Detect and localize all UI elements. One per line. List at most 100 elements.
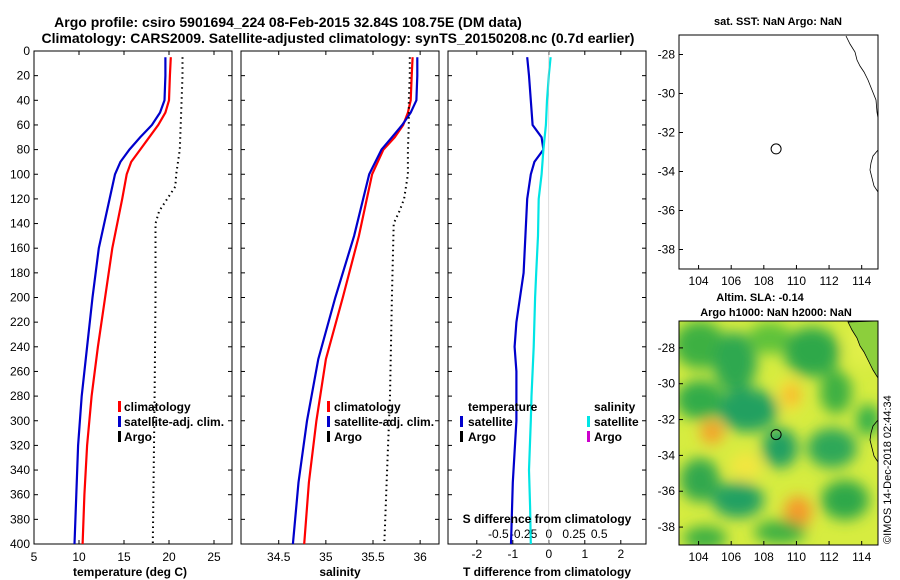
salinity-xlabel: salinity <box>319 565 361 579</box>
x-tick-label: 10 <box>72 550 86 564</box>
salinity-panel: 34.5 35 35.5 36 salinity climatology satell… <box>240 50 440 579</box>
legend-label-climatology: climatology <box>334 400 401 414</box>
legend-swatch-satellite <box>327 416 330 427</box>
legend-header-salinity: salinity <box>594 400 636 414</box>
salinity-legend: climatology satellite-adj. clim. Argo <box>327 400 434 444</box>
legend-label-s-satellite: satellite <box>594 415 639 429</box>
lon-tick-label: 110 <box>787 550 806 564</box>
y-tick-label: 280 <box>10 389 30 403</box>
x-tick-label: 34.5 <box>267 550 291 564</box>
series-line-argo <box>151 57 184 545</box>
legend-label-t-satellite: satellite <box>468 415 513 429</box>
x-tick-label: -0.25 <box>510 527 538 541</box>
figure-title-line1: Argo profile: csiro 5901694_224 08-Feb-2… <box>54 14 522 30</box>
difference-legend: temperature salinity satellite Argo sate… <box>460 400 639 444</box>
y-tick-label: 300 <box>10 414 30 428</box>
x-tick-label: -2 <box>471 547 482 561</box>
sla-heatmap <box>679 321 878 545</box>
y-tick-label: 380 <box>10 512 30 526</box>
lon-tick-label: 110 <box>787 274 806 288</box>
series-line-satellite-adj-clim- <box>73 57 167 545</box>
difference-panel: -2 -1 0 1 2 -0.5 -0.25 0 0.25 0.5 S difference f… <box>447 50 647 579</box>
x-tick-label: -1 <box>507 547 518 561</box>
temperature-xlabel: temperature (deg C) <box>73 565 187 579</box>
difference-axes-frame <box>447 50 647 545</box>
temperature-axes-frame <box>33 50 233 545</box>
lat-tick-label: -30 <box>658 377 676 391</box>
lon-tick-label: 114 <box>852 274 871 288</box>
lat-tick-label: -32 <box>658 413 676 427</box>
x-tick-label: 15 <box>117 550 131 564</box>
sla-map-panel: Altim. SLA: -0.14 Argo h1000: NaN h2000:… <box>658 292 879 564</box>
y-tick-label: 60 <box>17 118 31 132</box>
y-tick-label: 140 <box>10 217 30 231</box>
sst-map-coastline-south <box>869 149 879 193</box>
lat-tick-label: -38 <box>658 520 676 534</box>
legend-swatch-climatology <box>118 401 121 412</box>
lat-tick-label: -34 <box>658 448 676 462</box>
series-line-salinity-satellite <box>527 57 552 545</box>
x-tick-label: 5 <box>31 550 38 564</box>
y-tick-label: 80 <box>17 143 31 157</box>
lat-tick-label: -38 <box>658 243 676 257</box>
y-tick-label: 220 <box>10 315 30 329</box>
x-tick-label: 0.25 <box>562 527 586 541</box>
y-tick-label: 200 <box>10 291 30 305</box>
temperature-panel: 0 20 40 60 80 100 120 140 160 180 200 220 240 260 280 3… <box>10 44 233 579</box>
legend-swatch-s-satellite <box>587 416 590 427</box>
x-tick-label: 36 <box>413 550 427 564</box>
lon-tick-label: 108 <box>754 274 774 288</box>
legend-header-temperature: temperature <box>468 400 538 414</box>
imos-credit: ©IMOS 14-Dec-2018 02:44:34 <box>882 395 894 544</box>
legend-swatch-t-satellite <box>460 416 463 427</box>
lon-tick-label: 106 <box>721 274 741 288</box>
legend-swatch-climatology <box>327 401 330 412</box>
legend-swatch-t-argo <box>460 431 463 442</box>
series-line-climatology <box>303 57 414 545</box>
series-line-temperature-satellite <box>509 57 545 545</box>
legend-swatch-satellite <box>118 416 121 427</box>
lon-tick-label: 112 <box>819 550 838 564</box>
lon-tick-label: 106 <box>721 550 741 564</box>
sst-map-coastline-north <box>845 35 879 119</box>
sla-heatmap-field <box>679 321 878 545</box>
legend-label-argo: Argo <box>334 430 362 444</box>
x-tick-label: 35 <box>319 550 333 564</box>
y-tick-label: 120 <box>10 192 30 206</box>
x-tick-label: 35.5 <box>361 550 385 564</box>
lon-tick-label: 104 <box>689 550 709 564</box>
lon-tick-label: 104 <box>689 274 709 288</box>
lon-tick-label: 112 <box>819 274 838 288</box>
y-tick-label: 400 <box>10 537 30 551</box>
legend-label-t-argo: Argo <box>468 430 496 444</box>
lon-tick-label: 114 <box>852 550 871 564</box>
series-line-satellite-adj-clim- <box>291 57 419 545</box>
x-tick-label: 1 <box>581 547 588 561</box>
lat-tick-label: -28 <box>658 48 676 62</box>
x-tick-label: 2 <box>617 547 624 561</box>
sst-map-panel: sat. SST: NaN Argo: NaN -28 -30 -32 -34 -36 -… <box>658 16 879 288</box>
lat-tick-label: -28 <box>658 341 676 355</box>
legend-swatch-argo <box>118 431 121 442</box>
sla-map-coastline-south <box>869 419 878 463</box>
x-tick-label: 0.5 <box>591 527 608 541</box>
sla-map-title-line2: Argo h1000: NaN h2000: NaN <box>700 307 852 319</box>
x-tick-label: 20 <box>162 550 176 564</box>
profile-location-marker <box>770 429 782 441</box>
y-tick-label: 320 <box>10 438 30 452</box>
lat-tick-label: -36 <box>658 484 676 498</box>
x-tick-label: 0 <box>545 547 552 561</box>
sla-map-title-line1: Altim. SLA: -0.14 <box>716 292 804 304</box>
lon-tick-label: 108 <box>754 550 774 564</box>
y-tick-label: 260 <box>10 364 30 378</box>
y-tick-label: 100 <box>10 167 30 181</box>
y-tick-label: 340 <box>10 463 30 477</box>
sst-map-frame <box>678 34 879 270</box>
y-tick-label: 160 <box>10 241 30 255</box>
lat-tick-label: -34 <box>658 165 676 179</box>
figure-title-line2: Climatology: CARS2009. Satellite-adjuste… <box>42 30 635 46</box>
sla-map-land <box>847 321 878 379</box>
series-line-climatology <box>81 57 172 545</box>
x-tick-label: -0.5 <box>488 527 509 541</box>
